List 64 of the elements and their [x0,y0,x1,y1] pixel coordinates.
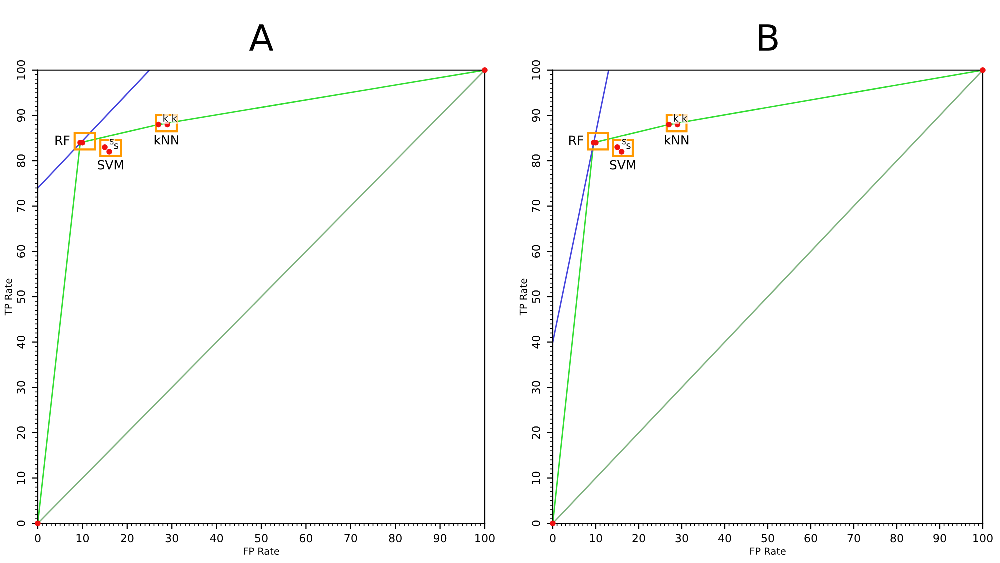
y-tick-label: 70 [532,200,540,212]
x-tick-label: 0 [550,534,556,543]
y-tick-label: 100 [17,60,26,80]
x-tick-label: 90 [434,534,447,543]
x-tick-label: 70 [344,534,358,543]
x-tick-label: 50 [762,534,774,543]
annotation: RF [570,136,584,145]
annotation: SVM [98,160,124,170]
x-tick-label: 30 [676,534,688,543]
y-tick-label: 90 [532,109,540,122]
y-tick-label: 80 [17,154,26,168]
chart-title: A [249,24,274,51]
chart-title: B [759,24,778,51]
annotation: kNN [665,135,689,145]
x-tick-label: 0 [35,534,41,543]
x-tick-label: 50 [255,534,268,543]
y-tick-label: 0 [17,520,26,526]
annotation: k [172,114,178,122]
y-tick-label: 50 [532,290,540,304]
x-axis-title: FP Rate [750,548,786,556]
y-tick-label: 30 [532,381,540,394]
y-tick-label: 60 [17,245,26,258]
y-tick-label: 30 [17,381,26,394]
x-tick-label: 60 [300,534,313,543]
x-tick-label: 60 [804,534,818,543]
x-tick-label: 90 [934,534,946,543]
x-tick-label: 40 [718,534,732,543]
y-tick-label: 80 [532,154,540,168]
y-tick-label: 70 [17,200,26,212]
y-tick-label: 10 [532,472,540,484]
x-tick-label: 100 [476,534,495,543]
y-tick-label: 100 [532,60,540,80]
y-tick-label: 40 [17,336,26,349]
y-tick-label: 60 [532,245,540,258]
x-axis-title: FP Rate [244,548,280,556]
x-tick-label: 70 [848,534,860,543]
annotation: RF [56,136,70,145]
y-tick-label: 50 [17,290,26,304]
annotation: s [626,144,631,150]
x-tick-label: 20 [121,534,134,543]
annotation: SVM [610,160,636,170]
x-tick-label: 20 [632,534,646,543]
y-axis-title: TP Rate [4,278,12,316]
annotation: s [110,139,114,145]
y-tick-label: 90 [17,109,26,122]
y-tick-label: 20 [532,426,540,440]
annotation: kNN [154,135,178,145]
x-tick-label: 100 [974,534,993,543]
y-tick-label: 20 [17,426,26,440]
y-tick-label: 0 [532,520,540,526]
x-tick-label: 40 [210,534,224,543]
annotation: k [682,114,688,122]
x-tick-label: 10 [76,534,90,543]
y-axis-title: TP Rate [520,278,528,316]
x-tick-label: 80 [389,534,402,543]
x-tick-label: 10 [590,534,602,543]
annotation: k [164,114,168,122]
annotation: s [622,139,627,145]
x-tick-label: 30 [166,534,178,543]
annotation: s [114,144,119,150]
y-tick-label: 40 [532,336,540,349]
y-tick-label: 10 [17,472,26,484]
x-tick-label: 80 [890,534,904,543]
annotation: k [674,114,679,122]
